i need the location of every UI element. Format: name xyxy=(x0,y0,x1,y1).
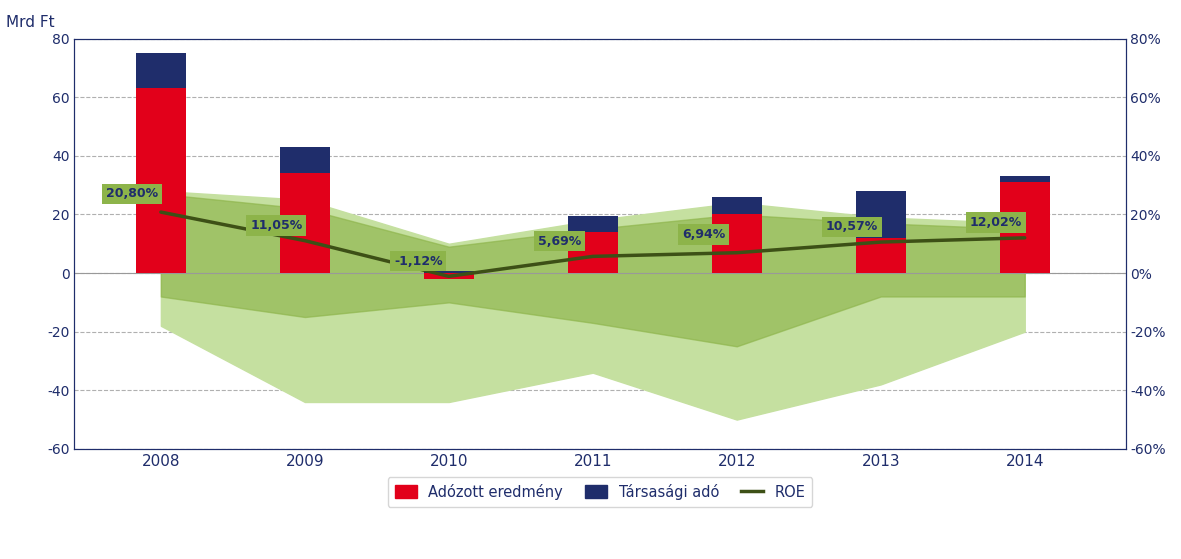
Bar xyxy=(999,176,1050,182)
ROE xyxy=(1018,234,1032,241)
ROE xyxy=(154,209,168,215)
Bar xyxy=(855,191,906,238)
Bar xyxy=(424,273,474,279)
ROE xyxy=(730,249,744,256)
Bar xyxy=(280,147,329,173)
Bar xyxy=(568,232,618,273)
ROE xyxy=(874,239,888,245)
ROE xyxy=(442,273,456,280)
Text: -1,12%: -1,12% xyxy=(394,254,443,268)
Bar xyxy=(136,53,187,88)
Bar xyxy=(136,88,187,273)
ROE xyxy=(298,238,312,244)
Bar xyxy=(568,216,618,232)
Text: 12,02%: 12,02% xyxy=(970,216,1023,229)
Text: 10,57%: 10,57% xyxy=(826,220,879,233)
Text: 6,94%: 6,94% xyxy=(683,228,725,241)
Bar xyxy=(712,197,762,215)
Legend: Adózott eredmény, Társasági adó, ROE: Adózott eredmény, Társasági adó, ROE xyxy=(387,477,813,507)
Bar xyxy=(424,271,474,273)
Line: ROE: ROE xyxy=(161,212,1025,276)
ROE xyxy=(586,253,600,260)
Text: Mrd Ft: Mrd Ft xyxy=(6,16,54,30)
Text: 11,05%: 11,05% xyxy=(250,219,302,232)
Bar xyxy=(712,215,762,273)
Bar xyxy=(280,173,329,273)
Bar xyxy=(999,182,1050,273)
Text: 5,69%: 5,69% xyxy=(539,235,581,248)
Bar xyxy=(855,238,906,273)
Text: 20,80%: 20,80% xyxy=(106,187,158,201)
